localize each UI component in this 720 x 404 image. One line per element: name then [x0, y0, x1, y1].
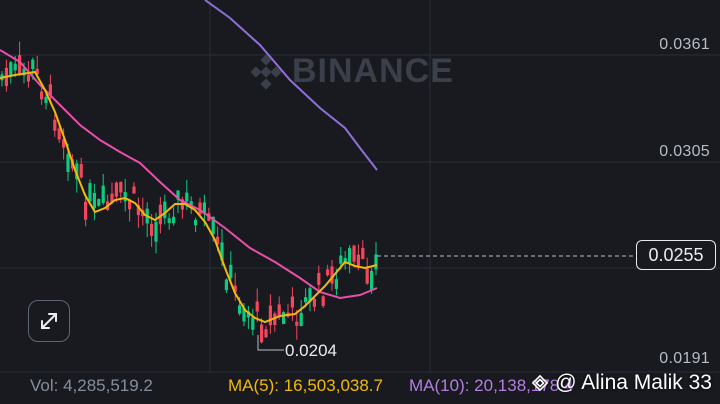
candle-body	[18, 55, 22, 75]
candle-body	[339, 255, 343, 264]
candle-body	[216, 236, 220, 245]
volume-text: Vol: 4,285,519.2	[30, 376, 153, 395]
candle-body	[31, 59, 35, 69]
candle-body	[255, 301, 259, 312]
candle-body	[321, 296, 325, 306]
candle-body	[44, 96, 48, 104]
candle-body	[158, 204, 162, 225]
candle-body	[233, 285, 237, 293]
price-axis-label: 0.0191	[659, 350, 710, 367]
price-axis-label: 0.0361	[659, 36, 710, 53]
candle-body	[202, 202, 206, 214]
candle-body	[26, 74, 30, 82]
candle-body	[163, 201, 167, 219]
candle-body	[172, 216, 176, 224]
candle-body	[348, 248, 352, 264]
candle-body	[308, 288, 312, 302]
candle-body	[356, 254, 360, 266]
candle-body	[334, 279, 338, 289]
candle-body	[114, 182, 118, 197]
watermark-text: BINANCE	[292, 52, 454, 90]
ma5-line	[0, 70, 378, 324]
candle-body	[136, 205, 140, 216]
candle-body	[128, 199, 132, 210]
candle-body	[312, 298, 316, 307]
low-marker-line	[257, 335, 284, 351]
candles-group	[0, 41, 378, 344]
candle-body	[110, 193, 114, 203]
candle-body	[374, 254, 378, 270]
candle-body	[343, 258, 347, 264]
candle-body	[229, 264, 233, 279]
ma30-line	[204, 0, 378, 171]
candle-body	[264, 329, 268, 338]
binance-watermark: BINANCE	[248, 52, 454, 91]
candle-body	[304, 297, 308, 303]
candle-body	[299, 312, 303, 327]
candle-body	[277, 304, 281, 317]
candle-body	[295, 321, 299, 326]
ma5-text: MA(5): 16,503,038.7	[228, 376, 383, 395]
candle-body	[40, 91, 44, 100]
candle-body	[75, 163, 79, 180]
candle-body	[326, 269, 330, 276]
candle-body	[273, 313, 277, 325]
candle-body	[370, 270, 374, 290]
candle-body	[35, 68, 39, 75]
candle-body	[211, 216, 215, 235]
candle-body	[167, 218, 171, 224]
candle-body	[242, 307, 246, 322]
binance-logo-icon	[250, 53, 282, 90]
candle-body	[62, 139, 66, 148]
candle-body	[53, 119, 57, 131]
diamond-logo-icon	[532, 374, 549, 392]
expand-button[interactable]	[28, 300, 70, 342]
candle-body	[79, 164, 83, 178]
candle-body	[123, 191, 127, 202]
candle-body	[48, 84, 52, 95]
candle-body	[220, 242, 224, 261]
candle-body	[282, 312, 286, 325]
candle-body	[238, 305, 242, 314]
ma10-text: MA(10): 20,138,178.4	[409, 376, 574, 395]
candle-body	[224, 279, 228, 291]
candle-body	[84, 201, 88, 220]
candle-body	[57, 128, 61, 140]
candle-body	[97, 199, 101, 206]
candle-body	[260, 324, 264, 343]
candle-body	[290, 296, 294, 308]
candle-body	[317, 272, 321, 285]
candle-body	[119, 181, 123, 193]
candle-body	[22, 68, 26, 76]
candle-body	[251, 317, 255, 330]
candle-body	[154, 221, 158, 242]
expand-icon	[41, 313, 57, 329]
candle-body	[185, 192, 189, 202]
candle-body	[132, 186, 136, 194]
credit-text: @ Alina Malik 33	[555, 371, 712, 394]
candle-body	[150, 223, 154, 236]
candle-body	[13, 63, 17, 71]
candle-body	[352, 245, 356, 262]
current-price-badge: 0.0255	[636, 240, 716, 270]
price-axis-label: 0.0305	[659, 143, 710, 160]
candle-body	[361, 247, 365, 259]
candle-body	[198, 202, 202, 215]
candle-body	[246, 311, 250, 318]
candle-body	[268, 305, 272, 326]
indicator-footer: Vol: 4,285,519.2 MA(5): 16,503,038.7 MA(…	[0, 371, 720, 404]
low-price-label: 0.0204	[285, 341, 337, 360]
credit-watermark: @ Alina Malik 33	[529, 371, 712, 395]
candle-body	[66, 154, 70, 172]
candle-body	[88, 183, 92, 202]
candle-body	[365, 268, 369, 284]
candle-body	[101, 185, 105, 203]
candle-body	[9, 62, 13, 77]
candle-body	[330, 266, 334, 284]
candle-body	[194, 219, 198, 226]
candle-body	[176, 190, 180, 200]
candle-body	[92, 193, 96, 209]
